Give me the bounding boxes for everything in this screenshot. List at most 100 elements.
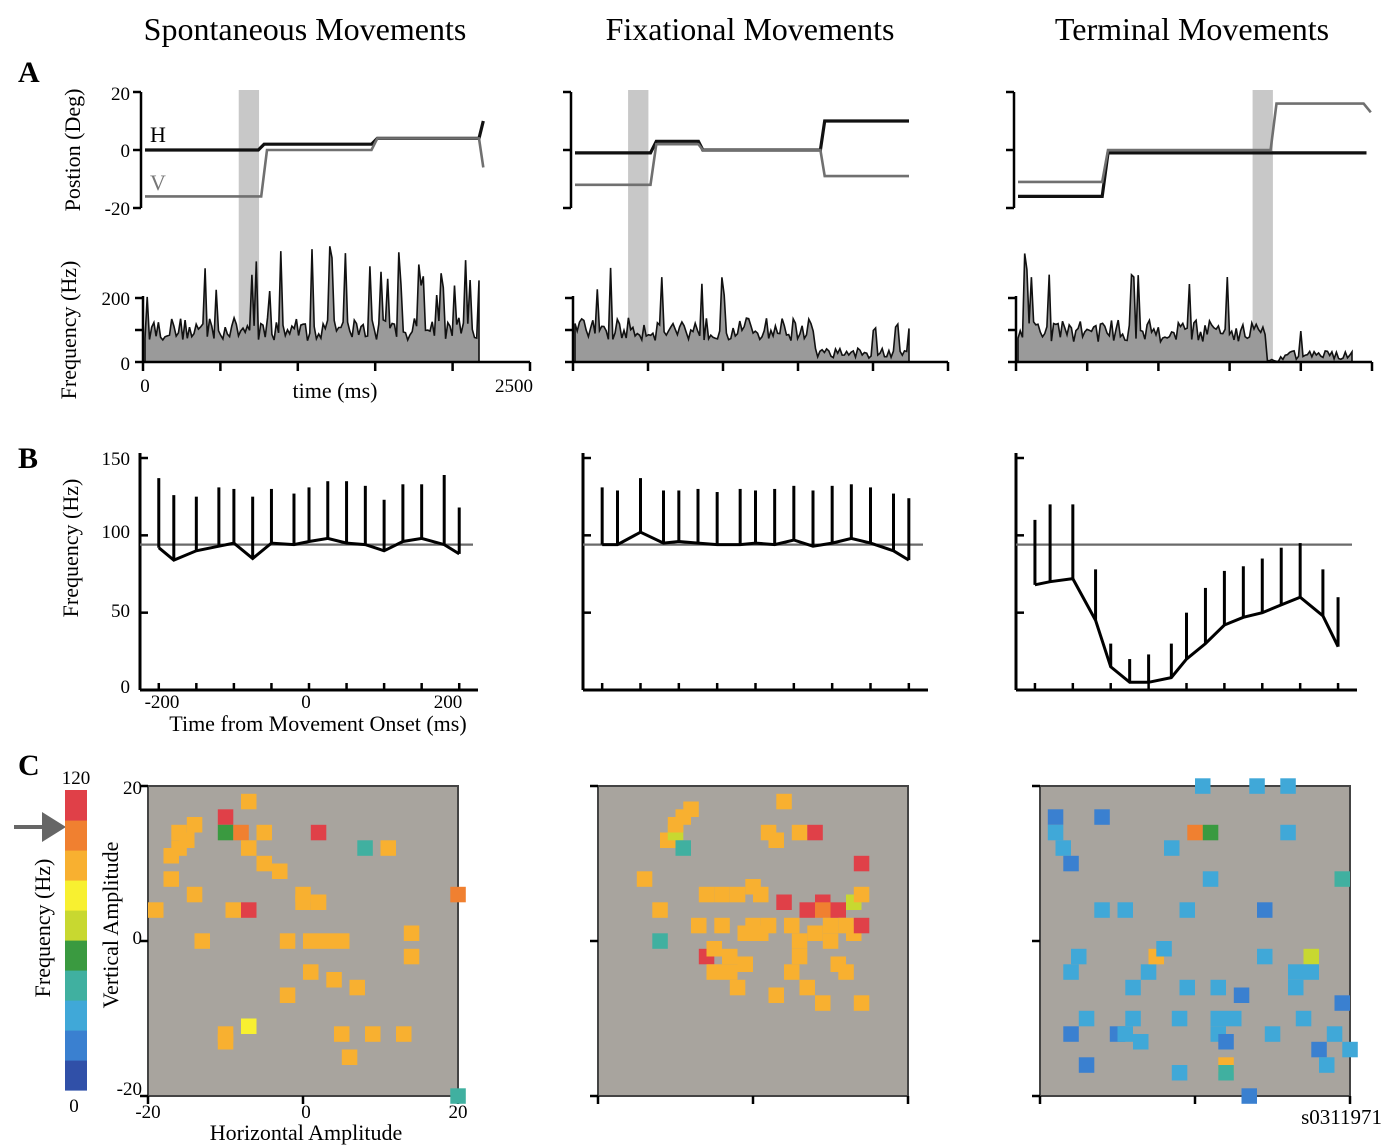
colorbar-segment	[65, 1000, 87, 1031]
colorbar-tick-0: 0	[69, 1096, 79, 1117]
map-cell	[1264, 1026, 1281, 1042]
map-cell	[279, 987, 296, 1003]
map-cell	[722, 964, 738, 980]
map-cell	[1164, 840, 1180, 856]
map-cell	[1233, 987, 1250, 1003]
map-cell	[186, 817, 203, 833]
map-cell	[194, 933, 210, 949]
trace-label-v: V	[150, 170, 166, 195]
position-plot-3	[1006, 90, 1372, 362]
map-cell	[768, 987, 784, 1003]
map-cell	[822, 917, 839, 934]
movement-window	[1252, 90, 1273, 362]
colorbar-label: Frequency (Hz)	[30, 859, 55, 998]
colorbar-arrow-icon	[14, 812, 66, 842]
movement-window	[628, 90, 649, 362]
response-field-map-2	[590, 784, 910, 1104]
map-cell	[217, 824, 234, 841]
map-cell	[1326, 1026, 1343, 1042]
map-cell	[1288, 964, 1304, 980]
psth-histogram	[574, 267, 910, 363]
position-tick-20: 20	[111, 84, 130, 105]
frequency-axis-label-b: Frequency (Hz)	[58, 479, 83, 618]
map-cell	[1171, 1010, 1188, 1027]
map-cell	[714, 886, 730, 903]
map-cell	[295, 886, 311, 903]
psth-plot-3	[1008, 253, 1374, 371]
b-xlabel: Time from Movement Onset (ms)	[169, 711, 466, 736]
map-cell	[1179, 979, 1195, 996]
b-xtick-200: 200	[434, 692, 463, 713]
map-cell	[1047, 824, 1064, 841]
map-cell	[691, 917, 707, 934]
map-cell	[186, 886, 203, 903]
map-cell	[318, 933, 334, 949]
map-cell	[365, 1026, 381, 1042]
map-cell	[791, 948, 808, 965]
panel-letter-b: B	[18, 442, 38, 475]
map-cell	[241, 902, 257, 918]
tuning-plot-3	[1014, 453, 1357, 692]
position-plot-1	[133, 90, 485, 362]
map-cell	[349, 979, 365, 996]
response-field-map-3	[1032, 778, 1358, 1104]
map-cell	[791, 933, 808, 949]
map-cell	[1280, 824, 1296, 841]
map-cell	[722, 948, 738, 965]
map-cell	[1047, 809, 1064, 825]
movement-window	[238, 90, 260, 362]
map-cell	[310, 824, 327, 841]
map-cell	[334, 933, 350, 949]
map-cell	[853, 855, 870, 872]
colorbar-segment	[65, 940, 87, 971]
map-cell	[148, 902, 164, 918]
map-cell	[334, 1026, 350, 1042]
map-cell	[1195, 778, 1211, 794]
map-cell	[706, 941, 722, 957]
map-cell	[241, 840, 257, 856]
colorbar-segment	[65, 970, 87, 1001]
position-trace-v	[145, 137, 485, 198]
map-cell	[791, 824, 808, 841]
map-cell	[1257, 948, 1273, 965]
map-cell	[838, 964, 854, 980]
map-cell	[450, 886, 466, 903]
map-cell	[1133, 1034, 1149, 1050]
position-plot-2	[563, 90, 909, 362]
map-cell	[807, 824, 823, 841]
colorbar-segment	[65, 910, 87, 941]
time-tick-2500: 2500	[495, 376, 533, 397]
map-cell	[303, 964, 319, 980]
map-cell	[815, 902, 831, 918]
map-cell	[1334, 995, 1350, 1011]
map-cell	[217, 809, 234, 825]
psth-histogram	[1017, 253, 1353, 363]
map-cell	[1202, 871, 1219, 887]
map-cell	[303, 933, 319, 949]
map-cell	[179, 832, 195, 848]
map-cell	[310, 894, 327, 910]
figure-id: s0311971	[1301, 1105, 1382, 1129]
colorbar	[65, 790, 87, 1091]
map-cell	[652, 902, 668, 918]
map-cell	[1280, 778, 1296, 794]
map-cell	[1179, 902, 1195, 918]
mean-rate-curve	[602, 530, 910, 562]
map-cell	[830, 902, 846, 918]
map-cell	[1055, 840, 1071, 856]
map-cell	[256, 824, 272, 841]
map-cell	[1334, 871, 1350, 887]
psth-plot-2	[565, 267, 950, 371]
map-cell	[737, 956, 753, 972]
map-cell	[1140, 964, 1157, 980]
map-cell	[706, 964, 722, 980]
map-cell	[1295, 1010, 1312, 1027]
position-trace-v	[575, 142, 909, 187]
b-xtick-neg200: -200	[145, 692, 180, 713]
c-ytick-0: 0	[133, 928, 143, 949]
map-cell	[698, 886, 715, 903]
map-cell	[822, 933, 839, 949]
map-cell	[1078, 1010, 1095, 1027]
colorbar-segment	[65, 1030, 87, 1061]
b-ytick-100: 100	[102, 522, 131, 543]
